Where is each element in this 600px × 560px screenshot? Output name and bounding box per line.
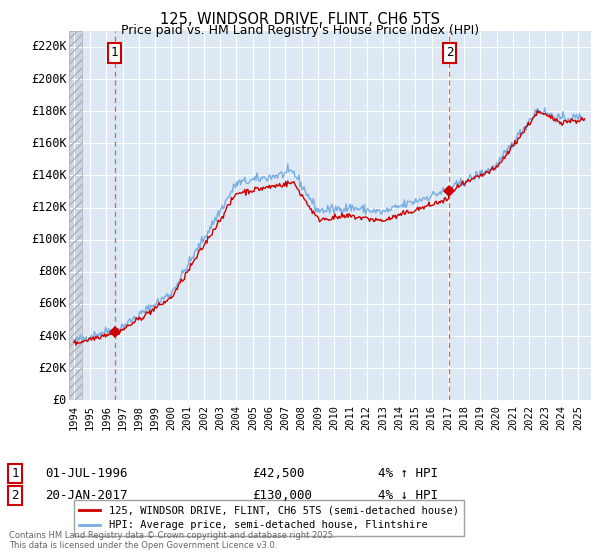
Text: £42,500: £42,500 — [252, 466, 305, 480]
Text: 20-JAN-2017: 20-JAN-2017 — [45, 489, 128, 502]
Text: £100K: £100K — [31, 233, 67, 246]
Legend: 125, WINDSOR DRIVE, FLINT, CH6 5TS (semi-detached house), HPI: Average price, se: 125, WINDSOR DRIVE, FLINT, CH6 5TS (semi… — [74, 500, 464, 535]
Text: 1: 1 — [111, 46, 118, 59]
Text: £80K: £80K — [38, 265, 67, 278]
Text: £140K: £140K — [31, 169, 67, 182]
Text: £60K: £60K — [38, 297, 67, 310]
Text: Contains HM Land Registry data © Crown copyright and database right 2025.
This d: Contains HM Land Registry data © Crown c… — [9, 530, 335, 550]
Bar — [69, 31, 82, 400]
Text: 4% ↓ HPI: 4% ↓ HPI — [378, 489, 438, 502]
Text: 1: 1 — [11, 466, 19, 480]
Text: £220K: £220K — [31, 40, 67, 53]
Text: 2: 2 — [446, 46, 453, 59]
Text: £180K: £180K — [31, 105, 67, 118]
Bar — [69, 31, 82, 400]
Text: £0: £0 — [52, 394, 67, 407]
Text: 4% ↑ HPI: 4% ↑ HPI — [378, 466, 438, 480]
Text: £40K: £40K — [38, 330, 67, 343]
Text: £200K: £200K — [31, 72, 67, 86]
Text: 2: 2 — [11, 489, 19, 502]
Text: £120K: £120K — [31, 201, 67, 214]
Text: £160K: £160K — [31, 137, 67, 150]
Text: 125, WINDSOR DRIVE, FLINT, CH6 5TS: 125, WINDSOR DRIVE, FLINT, CH6 5TS — [160, 12, 440, 27]
Text: £20K: £20K — [38, 362, 67, 375]
Text: 01-JUL-1996: 01-JUL-1996 — [45, 466, 128, 480]
Text: £130,000: £130,000 — [252, 489, 312, 502]
Text: Price paid vs. HM Land Registry's House Price Index (HPI): Price paid vs. HM Land Registry's House … — [121, 24, 479, 36]
